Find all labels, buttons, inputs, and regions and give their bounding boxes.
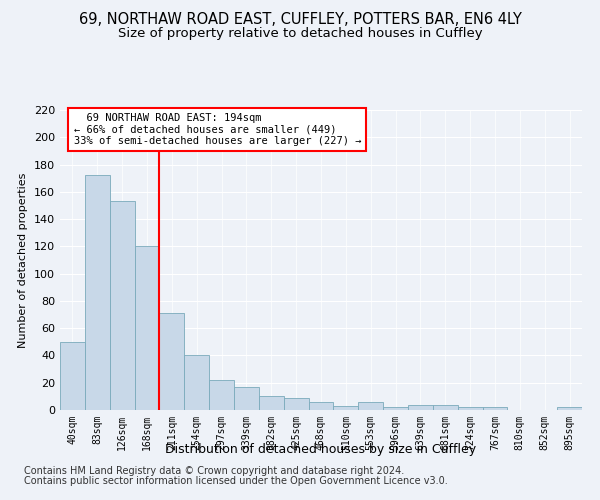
Text: Distribution of detached houses by size in Cuffley: Distribution of detached houses by size … [166,442,476,456]
Bar [284,398,308,410]
Bar [557,408,582,410]
Bar [85,176,110,410]
Bar [184,356,209,410]
Bar [160,313,184,410]
Bar [60,342,85,410]
Bar [383,408,408,410]
Text: 69, NORTHAW ROAD EAST, CUFFLEY, POTTERS BAR, EN6 4LY: 69, NORTHAW ROAD EAST, CUFFLEY, POTTERS … [79,12,521,28]
Bar [482,408,508,410]
Bar [209,380,234,410]
Bar [358,402,383,410]
Bar [334,406,358,410]
Text: Contains HM Land Registry data © Crown copyright and database right 2024.: Contains HM Land Registry data © Crown c… [24,466,404,476]
Text: Contains public sector information licensed under the Open Government Licence v3: Contains public sector information licen… [24,476,448,486]
Y-axis label: Number of detached properties: Number of detached properties [19,172,28,348]
Bar [134,246,160,410]
Bar [308,402,334,410]
Bar [234,387,259,410]
Text: 69 NORTHAW ROAD EAST: 194sqm  
← 66% of detached houses are smaller (449)
33% of: 69 NORTHAW ROAD EAST: 194sqm ← 66% of de… [74,112,361,146]
Bar [259,396,284,410]
Bar [458,408,482,410]
Text: Size of property relative to detached houses in Cuffley: Size of property relative to detached ho… [118,28,482,40]
Bar [110,202,134,410]
Bar [408,404,433,410]
Bar [433,404,458,410]
